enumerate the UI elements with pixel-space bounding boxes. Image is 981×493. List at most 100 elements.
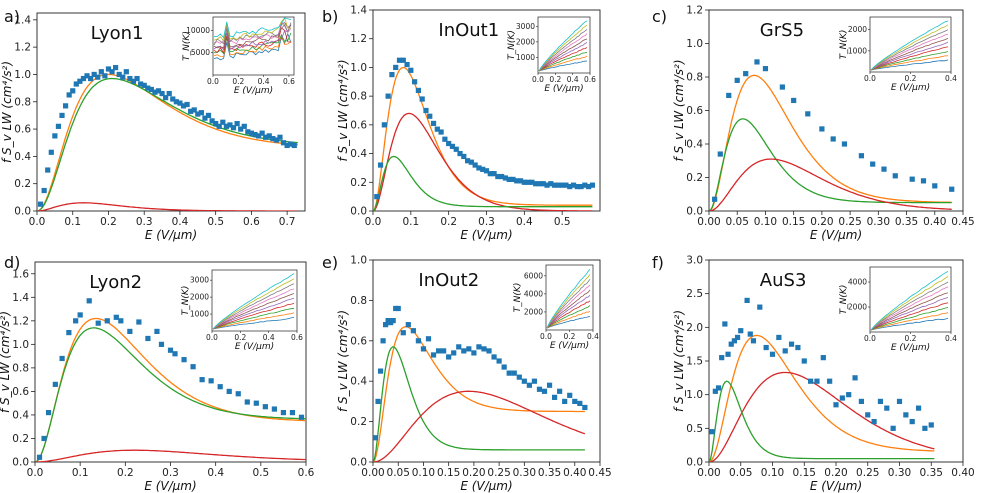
y-tick-label: 1.0 [686, 389, 703, 401]
data-point [95, 320, 101, 326]
y-tick-label: 0.5 [686, 423, 703, 435]
y-tick-label: 0.2 [14, 178, 31, 190]
data-point [377, 162, 384, 168]
data-point [88, 75, 94, 82]
x-tick-label: 0.6 [243, 216, 260, 228]
inset-x-tick-label: 0.0 [532, 75, 544, 84]
y-axis-label: f S_v LW (cm⁴/s²) [672, 59, 686, 161]
data-point [262, 404, 268, 410]
data-point [41, 435, 47, 442]
data-point [36, 454, 43, 460]
chart-panel-4: 0.0 0.1 0.2 0.3 0.4 0.5 0.6 0.0 0.2 0.4 0.6 0.8 1.0 1… [0, 253, 315, 493]
x-tick-label: 0.15 [437, 467, 460, 479]
data-point [480, 166, 486, 172]
data-point [833, 402, 839, 408]
inset-line [546, 310, 591, 329]
fit-line-red [709, 371, 935, 462]
data-point [373, 435, 379, 441]
data-point [396, 57, 403, 63]
y-tick-label: 0.6 [350, 335, 367, 347]
plot-area [373, 305, 588, 462]
inset-y-tick-label: 2000 [516, 37, 535, 46]
data-point [457, 150, 463, 157]
inset-y-label: T_N(K) [839, 285, 849, 315]
data-point [410, 328, 416, 334]
inset-line [538, 20, 588, 72]
data-point [471, 350, 477, 356]
data-point [517, 178, 524, 184]
y-tick-label: 0.8 [686, 72, 703, 84]
data-point [252, 131, 258, 138]
y-tick-label: 0.4 [350, 376, 367, 388]
panel-label: f) [652, 253, 664, 272]
inset-line [870, 302, 949, 331]
y-tick-label: 0.4 [350, 148, 367, 160]
x-axis-label: E (V/μm) [144, 479, 196, 493]
data-point [435, 348, 442, 354]
inset-line [870, 37, 949, 71]
data-point [476, 165, 482, 171]
data-point [932, 183, 938, 189]
data-point [510, 176, 516, 183]
inset-y-label: T_N(K) [507, 30, 517, 60]
data-point [709, 429, 715, 435]
data-point [574, 183, 580, 190]
data-point [188, 108, 194, 114]
data-point [877, 398, 884, 404]
data-point [525, 179, 531, 185]
x-tick-label: 0.0 [29, 216, 46, 228]
inset-x-label: E (V/μm) [235, 342, 274, 352]
data-point [495, 173, 501, 180]
data-point [446, 354, 452, 360]
data-point [259, 130, 265, 136]
data-point [449, 143, 456, 149]
data-point [805, 111, 811, 117]
x-tick-label: 0.40 [923, 216, 946, 228]
data-point [712, 196, 718, 202]
inset-line [870, 281, 949, 331]
y-tick-label: 1.4 [12, 292, 29, 304]
data-point [181, 357, 187, 363]
inset-line [538, 55, 588, 72]
data-point [491, 171, 497, 177]
chart-title: Lyon2 [89, 272, 142, 293]
inset-line [538, 24, 588, 72]
data-point [77, 78, 83, 84]
data-point [915, 405, 922, 411]
inset: 0.0 0.2 0.4 2000 4000 E (V/μm) T_N(K) [839, 266, 957, 353]
data-point [808, 378, 814, 384]
inset-line [546, 279, 591, 329]
data-point [472, 162, 478, 168]
inset-line [870, 41, 949, 71]
data-point [270, 136, 276, 142]
data-point [476, 344, 482, 350]
data-point [757, 304, 763, 310]
x-axis-label: E (V/μm) [145, 228, 197, 242]
inset-line [212, 303, 295, 330]
y-axis-label: f S_v LW (cm⁴/s²) [672, 310, 686, 412]
data-point [779, 84, 785, 90]
data-point [55, 123, 62, 129]
data-point [220, 119, 226, 125]
data-point [557, 388, 563, 394]
x-tick-label: 0.1 [402, 216, 419, 228]
data-point [195, 111, 201, 117]
data-point [235, 391, 241, 397]
inset-line [212, 273, 295, 330]
chart-title: GrS5 [760, 20, 804, 41]
data-point [205, 112, 212, 119]
data-point [244, 399, 250, 405]
inset-line [213, 32, 292, 61]
data-point [922, 425, 928, 431]
data-point [245, 129, 251, 135]
data-point [949, 186, 955, 192]
inset-line [870, 271, 949, 331]
data-point [502, 175, 509, 181]
data-point [769, 351, 776, 357]
data-point [48, 149, 54, 155]
data-point [298, 414, 305, 420]
data-point [776, 334, 782, 341]
x-tick-label: 0.6 [298, 467, 315, 479]
data-point [820, 355, 826, 361]
